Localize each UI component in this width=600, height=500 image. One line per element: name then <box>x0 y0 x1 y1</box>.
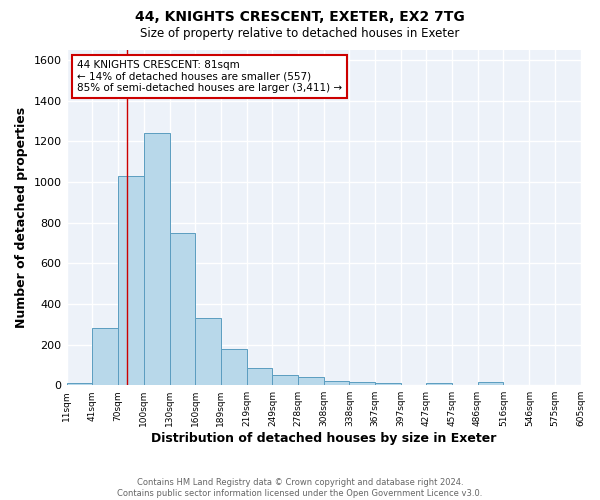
Bar <box>143 134 170 385</box>
Bar <box>92 328 118 385</box>
Bar <box>272 376 298 385</box>
Y-axis label: Number of detached properties: Number of detached properties <box>15 107 28 328</box>
Bar <box>374 383 401 385</box>
Text: Size of property relative to detached houses in Exeter: Size of property relative to detached ho… <box>140 28 460 40</box>
Bar <box>478 382 503 385</box>
Text: 44 KNIGHTS CRESCENT: 81sqm
← 14% of detached houses are smaller (557)
85% of sem: 44 KNIGHTS CRESCENT: 81sqm ← 14% of deta… <box>77 60 342 94</box>
Bar <box>118 176 143 385</box>
Bar <box>349 382 374 385</box>
Bar <box>221 348 247 385</box>
Bar <box>323 381 349 385</box>
Bar <box>298 378 323 385</box>
X-axis label: Distribution of detached houses by size in Exeter: Distribution of detached houses by size … <box>151 432 496 445</box>
Bar <box>427 383 452 385</box>
Bar <box>67 383 92 385</box>
Text: 44, KNIGHTS CRESCENT, EXETER, EX2 7TG: 44, KNIGHTS CRESCENT, EXETER, EX2 7TG <box>135 10 465 24</box>
Bar <box>170 233 196 385</box>
Text: Contains HM Land Registry data © Crown copyright and database right 2024.
Contai: Contains HM Land Registry data © Crown c… <box>118 478 482 498</box>
Bar <box>247 368 272 385</box>
Bar <box>196 318 221 385</box>
